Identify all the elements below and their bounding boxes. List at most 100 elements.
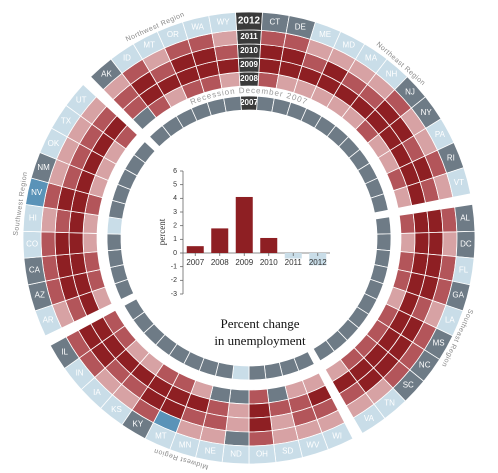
- state-label: TX: [61, 116, 72, 125]
- y-tick-label: 5: [173, 182, 177, 189]
- state-label: KY: [133, 420, 144, 429]
- state-label: VA: [364, 414, 375, 423]
- ring-cell: [227, 402, 250, 419]
- state-label: NE: [205, 447, 216, 456]
- year-label: 2009: [240, 60, 258, 69]
- ring-cell: [441, 231, 458, 258]
- state-label: DE: [295, 22, 306, 31]
- ring-cell: [208, 11, 238, 34]
- ring-cell: [216, 57, 240, 76]
- state-label: IA: [93, 388, 101, 397]
- ring-cell: [231, 364, 250, 381]
- year-label: 2008: [240, 74, 258, 83]
- ring-cell: [263, 361, 284, 380]
- ring-cell: [248, 430, 275, 447]
- state-label: AR: [43, 315, 54, 324]
- state-label: NJ: [405, 88, 415, 97]
- ring-cell: [68, 232, 85, 255]
- bar: [309, 253, 327, 266]
- ring-cell: [106, 233, 122, 252]
- state-label: VT: [454, 178, 464, 187]
- year-label: 2010: [240, 46, 258, 55]
- state-label: OR: [167, 30, 179, 39]
- state-label: FL: [459, 265, 469, 274]
- state-label: MN: [179, 441, 192, 450]
- ring-cell: [427, 231, 444, 256]
- ring-cell: [352, 403, 386, 435]
- state-label: WA: [191, 22, 204, 31]
- ring-cell: [257, 71, 280, 89]
- state-label: HI: [29, 214, 37, 223]
- ring-cell: [133, 140, 156, 164]
- ring-cell: [40, 231, 57, 258]
- ring-cell: [225, 416, 250, 433]
- ring-cell: [218, 71, 241, 89]
- state-label: CA: [29, 265, 41, 274]
- ring-cell: [413, 232, 430, 255]
- x-tick-label: 2010: [260, 258, 278, 267]
- state-label: MA: [365, 54, 378, 63]
- y-tick-label: -1: [171, 264, 177, 271]
- state-label: NM: [37, 163, 50, 172]
- state-label: TN: [384, 398, 395, 407]
- y-tick-label: -3: [171, 291, 177, 298]
- state-label: MS: [433, 339, 445, 348]
- ring-cell: [82, 232, 99, 254]
- state-label: AL: [460, 214, 470, 223]
- y-tick-label: 6: [173, 168, 177, 175]
- y-axis-label: percent: [157, 218, 167, 245]
- state-label: MD: [343, 40, 356, 49]
- ring-cell: [54, 208, 72, 234]
- state-label: AZ: [35, 291, 45, 300]
- ring-cell: [223, 95, 242, 113]
- state-label: AK: [101, 69, 112, 78]
- ring-cell: [248, 364, 267, 381]
- ring-cell: [375, 216, 392, 235]
- state-label: PA: [435, 130, 446, 139]
- y-tick-label: 2: [173, 223, 177, 230]
- bar: [211, 228, 229, 253]
- chart-title: in unemployment: [214, 333, 306, 348]
- state-label: NC: [419, 360, 431, 369]
- y-tick-label: -2: [171, 277, 177, 284]
- state-label: SD: [282, 447, 293, 456]
- ring-cell: [426, 208, 444, 234]
- state-label: LA: [445, 315, 455, 324]
- bar: [260, 237, 278, 253]
- year-label: 2012: [238, 16, 261, 27]
- state-label: CT: [270, 18, 281, 27]
- state-label: WV: [306, 441, 320, 450]
- x-tick-label: 2009: [235, 258, 253, 267]
- ring-cell: [412, 210, 430, 234]
- state-label: ME: [319, 30, 331, 39]
- state-label: IN: [76, 369, 84, 378]
- x-tick-label: 2008: [211, 258, 229, 267]
- state-label: KS: [111, 405, 122, 414]
- x-tick-label: 2011: [285, 258, 303, 267]
- bar: [186, 246, 204, 253]
- ring-cell: [68, 210, 86, 234]
- state-label: ID: [123, 54, 131, 63]
- ring-cell: [248, 388, 270, 405]
- ring-cell: [370, 193, 389, 214]
- ring-cell: [40, 206, 58, 233]
- ring-cell: [106, 216, 123, 235]
- state-label: NY: [421, 108, 433, 117]
- ring-cell: [228, 388, 250, 405]
- ring-cell: [440, 206, 458, 233]
- ring-cell: [376, 233, 392, 252]
- ring-cell: [446, 167, 472, 198]
- year-label: 2011: [240, 32, 258, 41]
- state-label: NH: [386, 69, 398, 78]
- ring-cell: [223, 430, 250, 447]
- state-label: UT: [76, 96, 87, 105]
- ring-cell: [82, 212, 100, 234]
- bar: [235, 196, 253, 253]
- state-label: WY: [217, 18, 231, 27]
- ring-cell: [256, 95, 275, 113]
- year-label: 2007: [240, 98, 258, 107]
- ring-cell: [248, 416, 273, 433]
- ring-cell: [65, 83, 97, 117]
- y-tick-label: 1: [173, 236, 177, 243]
- y-tick-label: 0: [173, 250, 177, 257]
